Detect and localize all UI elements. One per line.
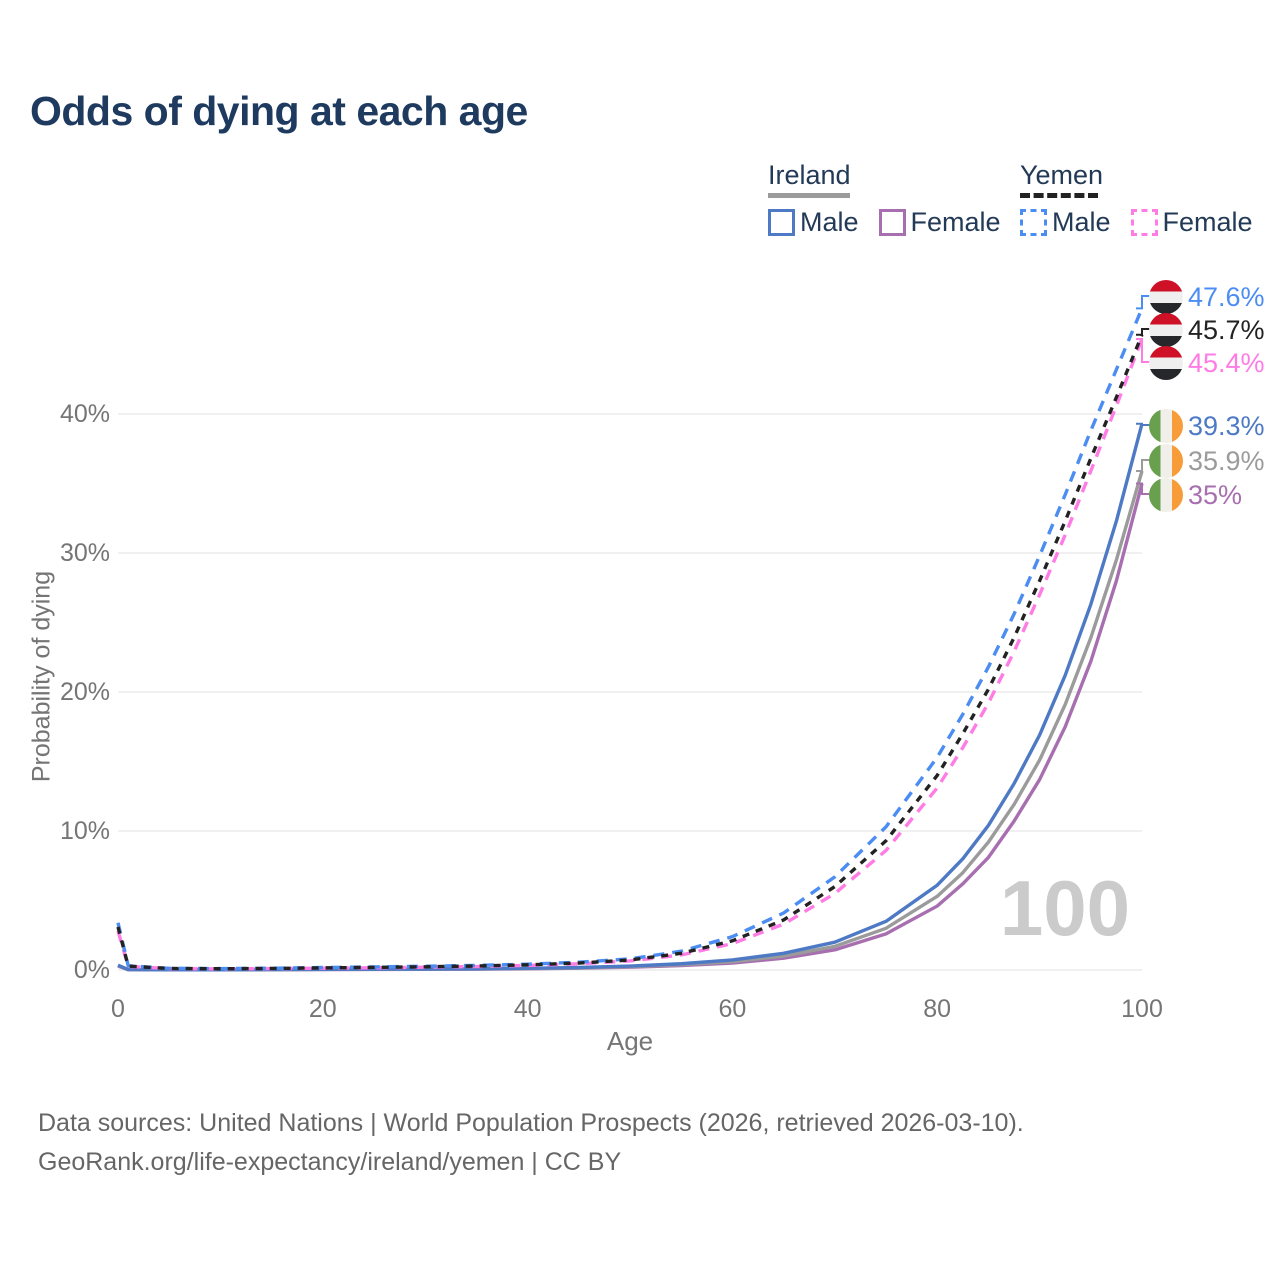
yemen-female-swatch-icon xyxy=(1130,208,1158,236)
line-end-label: 35.9% xyxy=(1149,443,1265,478)
ireland-male-swatch-icon xyxy=(768,208,795,236)
x-tick-label: 40 xyxy=(513,995,542,1023)
y-tick-label: 0% xyxy=(73,956,110,984)
legend-item-yemen-female[interactable]: Female xyxy=(1130,207,1253,237)
y-tick-label: 40% xyxy=(59,400,110,428)
leader-line-yemen-total xyxy=(1136,328,1151,336)
yemen-flag-icon xyxy=(1149,312,1183,347)
y-tick-label: 30% xyxy=(59,539,110,567)
legend-country-ireland[interactable]: Ireland xyxy=(768,160,851,190)
line-end-label: 39.3% xyxy=(1149,408,1265,443)
x-tick-label: 20 xyxy=(308,995,337,1023)
leader-line-yemen-female xyxy=(1136,337,1151,363)
yemen-flag-icon xyxy=(1149,345,1183,380)
series-line-yemen-female[interactable] xyxy=(116,338,1144,971)
x-tick-label: 60 xyxy=(718,995,747,1023)
line-end-label: 45.4% xyxy=(1149,345,1265,380)
leader-line-ireland-total xyxy=(1136,459,1151,472)
legend-item-label: Female xyxy=(1162,207,1253,237)
end-value-label: 45.4% xyxy=(1188,347,1265,378)
y-tick-label: 20% xyxy=(59,678,110,706)
y-tick-label: 10% xyxy=(59,817,110,845)
legend-underline-yemen xyxy=(1020,193,1098,198)
y-axis-title: Probability of dying xyxy=(27,570,56,783)
age-watermark: 100 xyxy=(999,864,1131,952)
x-tick-label: 80 xyxy=(923,995,952,1023)
ireland-female-swatch-icon xyxy=(878,208,906,236)
line-end-label: 45.7% xyxy=(1149,312,1265,347)
legend-item-ireland-male[interactable]: Male xyxy=(768,208,859,236)
leader-line-ireland-female xyxy=(1136,482,1151,495)
yemen-flag-icon xyxy=(1149,279,1183,314)
end-value-label: 45.7% xyxy=(1188,314,1265,345)
leader-line-yemen-male xyxy=(1136,295,1151,310)
ireland-flag-icon xyxy=(1149,443,1183,478)
legend-underline-ireland xyxy=(768,193,850,198)
yemen-male-swatch-icon xyxy=(1020,208,1047,236)
series-line-yemen-total[interactable] xyxy=(116,334,1144,971)
end-value-label: 35.9% xyxy=(1188,445,1265,476)
line-end-label: 47.6% xyxy=(1149,279,1265,314)
legend-group-yemen: Yemen Male Female xyxy=(1020,160,1253,236)
ireland-flag-icon xyxy=(1149,477,1183,512)
legend-item-label: Male xyxy=(800,207,859,237)
leader-line-ireland-male xyxy=(1136,422,1151,426)
ireland-flag-icon xyxy=(1149,408,1183,443)
legend-item-yemen-male[interactable]: Male xyxy=(1020,208,1111,236)
legend-item-ireland-female[interactable]: Female xyxy=(878,207,1001,237)
data-sources-line: Data sources: United Nations | World Pop… xyxy=(38,1109,1024,1137)
end-value-label: 35% xyxy=(1188,479,1243,510)
x-axis-title: Age xyxy=(606,1026,654,1056)
line-end-label: 35% xyxy=(1149,477,1242,512)
attribution-line: GeoRank.org/life-expectancy/ireland/yeme… xyxy=(38,1148,622,1176)
legend-country-yemen[interactable]: Yemen xyxy=(1020,160,1104,190)
legend-item-label: Female xyxy=(910,207,1001,237)
page-title: Odds of dying at each age xyxy=(30,88,528,134)
end-value-label: 39.3% xyxy=(1188,410,1265,441)
source-footer: Data sources: United Nations | World Pop… xyxy=(38,1104,1024,1182)
end-value-label: 47.6% xyxy=(1188,281,1265,312)
x-tick-label: 0 xyxy=(111,995,125,1023)
legend-group-ireland: Ireland Male Female xyxy=(768,160,1001,236)
x-tick-label: 100 xyxy=(1121,995,1163,1023)
series-line-yemen-male[interactable] xyxy=(116,307,1144,971)
legend-item-label: Male xyxy=(1052,207,1111,237)
